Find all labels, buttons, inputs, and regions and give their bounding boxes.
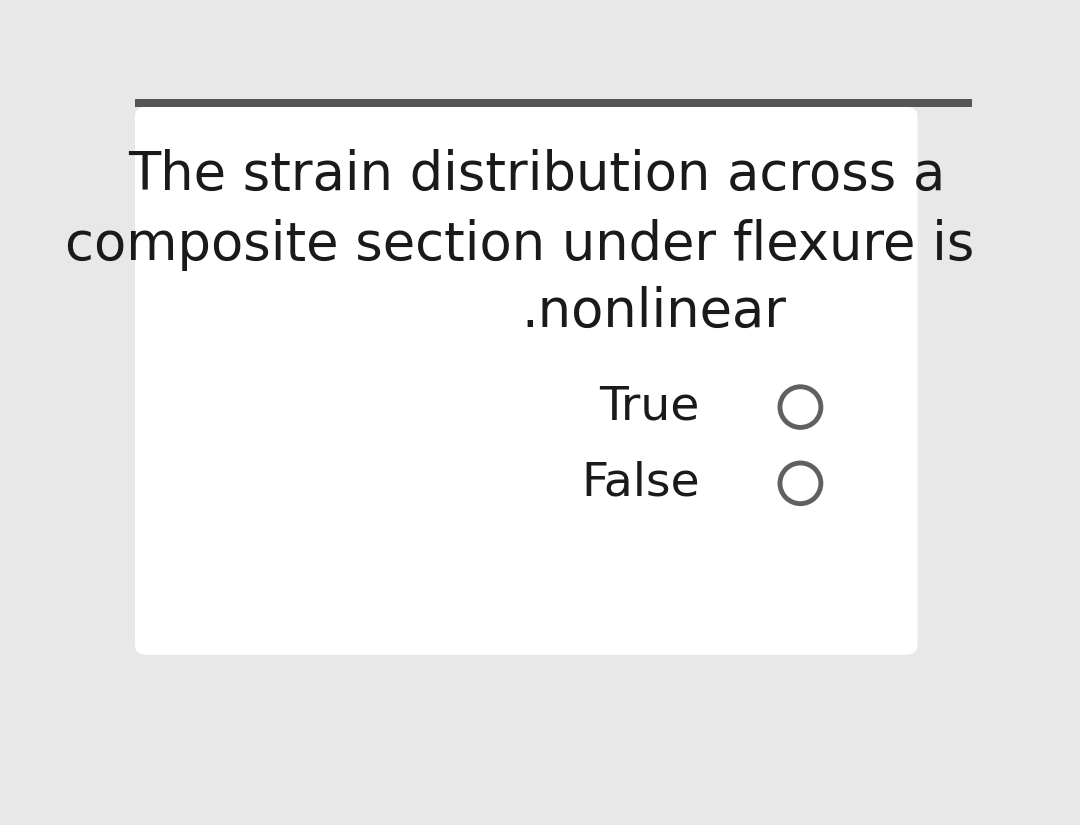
Text: False: False (581, 461, 700, 506)
Ellipse shape (780, 463, 821, 503)
Ellipse shape (780, 387, 821, 427)
Text: composite section under flexure is: composite section under flexure is (65, 219, 975, 271)
FancyBboxPatch shape (135, 106, 918, 655)
Text: The strain distribution across a: The strain distribution across a (129, 149, 945, 201)
Text: True: True (599, 384, 700, 430)
Bar (135, 99, 972, 106)
Text: .nonlinear: .nonlinear (522, 285, 786, 337)
